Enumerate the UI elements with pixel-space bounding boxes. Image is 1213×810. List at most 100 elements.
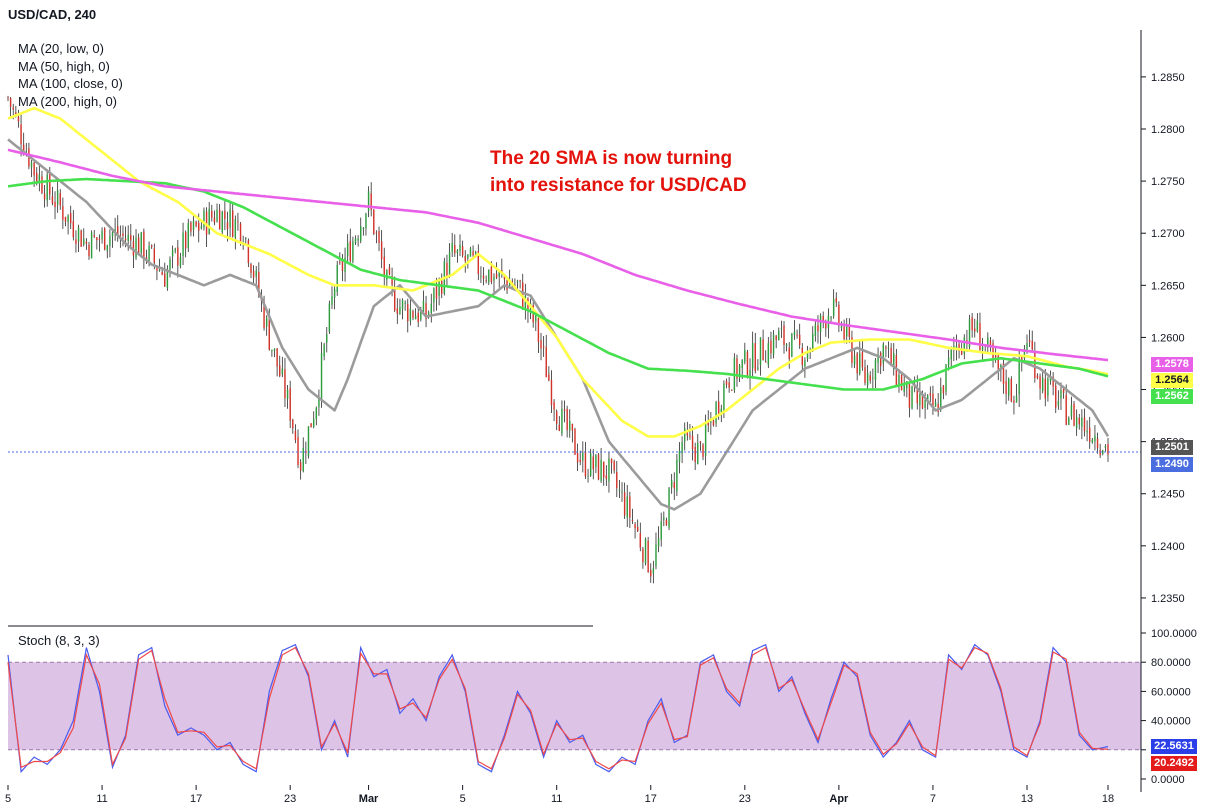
candle-body <box>621 491 623 493</box>
candle-body <box>997 354 999 370</box>
candle-body <box>623 492 626 516</box>
candle-body <box>216 209 218 222</box>
candle-body <box>420 309 422 320</box>
candle-body <box>900 375 903 391</box>
time-tick-label: 23 <box>739 793 751 805</box>
candle-body <box>198 222 200 231</box>
candle-body <box>587 475 589 477</box>
candle-body <box>574 429 576 455</box>
candle-body <box>631 519 634 522</box>
stoch-title[interactable]: Stoch (8, 3, 3) <box>18 633 100 648</box>
candle-body <box>12 107 14 110</box>
price-tick-label: 1.2450 <box>1151 489 1185 501</box>
ma-legend-item-200[interactable]: MA (200, high, 0) <box>18 93 117 109</box>
candle-body <box>461 246 464 256</box>
candle-body <box>386 270 388 280</box>
candle-body <box>759 337 762 366</box>
stoch-d-line <box>7 646 1109 770</box>
candle-body <box>642 548 644 563</box>
candle-body <box>634 524 636 529</box>
candle-body <box>647 540 649 573</box>
candle-body <box>135 237 137 258</box>
candle-body <box>595 454 597 468</box>
ma-legend-item-20[interactable]: MA (20, low, 0) <box>18 41 104 56</box>
candle-body <box>835 298 837 303</box>
price-tick-label: 1.2700 <box>1151 228 1185 240</box>
candle-body <box>725 380 728 385</box>
candle-body <box>302 447 304 472</box>
candle-body <box>148 245 150 262</box>
candle-body <box>234 219 237 238</box>
candle-body <box>279 365 281 377</box>
candle-body <box>124 238 127 241</box>
candle-body <box>307 426 310 457</box>
candle-body <box>218 209 221 230</box>
candle-body <box>699 441 702 443</box>
candle-body <box>284 369 286 399</box>
candle-body <box>652 568 655 574</box>
candle-body <box>660 521 662 540</box>
candle-body <box>974 328 976 332</box>
candle-body <box>746 351 749 377</box>
candle-body <box>448 251 451 277</box>
candle-body <box>472 251 474 256</box>
candle-body <box>25 151 28 154</box>
candle-body <box>791 333 793 357</box>
candle-body <box>182 232 184 257</box>
candle-body <box>459 244 461 251</box>
stoch-band <box>8 662 1141 750</box>
ma-legend-item-100[interactable]: MA (100, close, 0) <box>18 76 123 91</box>
candle-body <box>906 381 908 389</box>
candle-body <box>190 222 192 232</box>
candle-body <box>775 335 777 340</box>
candle-body <box>370 193 372 210</box>
candle-body <box>825 321 827 329</box>
candle-body <box>605 475 608 479</box>
candle-body <box>30 161 33 168</box>
candle-body <box>229 209 231 228</box>
candle-body <box>514 284 516 286</box>
candle-body <box>650 569 652 577</box>
candle-body <box>292 419 294 429</box>
candle-body <box>98 238 101 240</box>
candle-body <box>874 359 877 381</box>
candle-body <box>286 389 289 399</box>
candle-body <box>490 266 493 283</box>
ma-legend-item-50[interactable]: MA (50, high, 0) <box>18 58 110 74</box>
moving-average-lines <box>7 106 1110 511</box>
chart-annotation: The 20 SMA is now turning into resistanc… <box>490 145 747 199</box>
candle-body <box>414 315 417 320</box>
candle-body <box>495 273 498 278</box>
price-tick-label: 1.2650 <box>1151 280 1185 292</box>
candle-body <box>540 340 542 349</box>
time-tick-label: 11 <box>96 793 107 805</box>
candle-body <box>908 383 911 408</box>
candle-body <box>550 379 553 405</box>
candle-body <box>655 544 657 567</box>
candle-body <box>720 408 723 413</box>
candle-body <box>399 307 401 314</box>
candle-body <box>427 312 430 317</box>
candle-body <box>840 326 843 328</box>
candle-body <box>417 312 419 322</box>
candle-body <box>192 220 195 230</box>
candle-body <box>1065 394 1067 425</box>
stoch-k-line <box>7 643 1109 774</box>
candle-body <box>684 428 686 442</box>
candle-body <box>691 435 694 449</box>
candle-body <box>1057 400 1060 406</box>
candle-body <box>140 232 142 253</box>
candle-body <box>968 319 971 348</box>
candle-body <box>344 257 346 273</box>
time-tick-label: 23 <box>284 793 296 805</box>
candle-body <box>911 386 913 409</box>
candle-body <box>310 423 312 428</box>
candle-body <box>1083 417 1086 432</box>
candle-body <box>783 325 785 345</box>
candle-body <box>772 334 775 355</box>
annotation-line-2: into resistance for USD/CAD <box>490 175 747 196</box>
candle-body <box>378 231 380 243</box>
candle-body <box>744 349 746 363</box>
candle-body <box>553 402 555 410</box>
